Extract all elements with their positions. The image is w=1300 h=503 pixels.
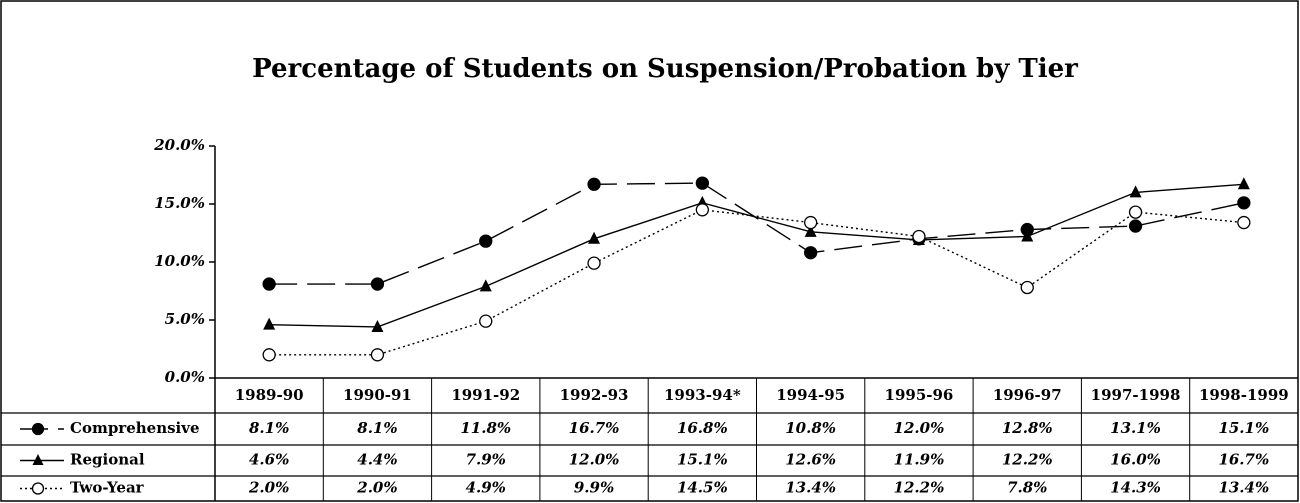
data-label: 4.6% xyxy=(249,451,289,469)
x-tick-label: 1998-1999 xyxy=(1199,386,1289,404)
data-label: 14.3% xyxy=(1110,479,1161,497)
data-label: 9.9% xyxy=(574,479,614,497)
data-label: 13.4% xyxy=(1218,479,1269,497)
y-tick-label: 10.0% xyxy=(154,252,205,270)
x-tick-label: 1991-92 xyxy=(451,386,520,404)
x-tick-label: 1996-97 xyxy=(993,386,1062,404)
marker xyxy=(479,314,493,328)
x-tick-label: 1989-90 xyxy=(235,386,304,404)
x-tick-label: 1994-95 xyxy=(776,386,845,404)
data-label: 16.8% xyxy=(677,419,728,437)
data-label: 10.8% xyxy=(785,419,836,437)
marker xyxy=(479,279,492,292)
marker xyxy=(1237,215,1251,230)
marker xyxy=(370,277,385,291)
marker xyxy=(588,231,601,244)
data-label: 14.5% xyxy=(677,479,728,497)
marker xyxy=(1021,229,1034,242)
marker xyxy=(1128,205,1143,219)
y-tick-label: 15.0% xyxy=(154,194,205,212)
data-label: 12.2% xyxy=(1002,451,1053,469)
data-label: 11.9% xyxy=(894,451,945,469)
data-label: 16.7% xyxy=(569,419,620,437)
data-label: 8.1% xyxy=(249,419,289,437)
legend-marker xyxy=(32,454,44,465)
data-label: 12.6% xyxy=(785,451,836,469)
marker xyxy=(1129,185,1142,198)
marker xyxy=(1237,196,1251,210)
x-tick-label: 1993-94* xyxy=(664,386,741,404)
data-label: 15.1% xyxy=(677,451,728,469)
x-tick-label: 1992-93 xyxy=(560,386,629,404)
data-label: 12.8% xyxy=(1002,419,1053,437)
legend-marker xyxy=(31,422,45,436)
data-label: 13.1% xyxy=(1110,419,1161,437)
marker xyxy=(695,203,709,217)
data-label: 4.4% xyxy=(357,451,397,469)
y-tick-label: 5.0% xyxy=(165,310,205,328)
marker xyxy=(1128,219,1143,233)
marker xyxy=(1237,177,1250,190)
marker xyxy=(263,317,276,330)
marker xyxy=(804,246,818,260)
data-label: 7.8% xyxy=(1007,479,1047,497)
x-tick-label: 1990-91 xyxy=(343,386,412,404)
marker xyxy=(370,348,385,362)
marker xyxy=(804,224,817,237)
data-label: 12.2% xyxy=(894,479,945,497)
legend-label: Two-Year xyxy=(70,479,145,497)
series-line xyxy=(269,182,1244,285)
marker xyxy=(695,176,709,190)
data-label: 15.1% xyxy=(1218,419,1269,437)
marker xyxy=(912,229,926,244)
data-label: 12.0% xyxy=(894,419,945,437)
data-label: 16.7% xyxy=(1218,451,1269,469)
series-line xyxy=(269,183,1244,328)
y-tick-label: 20.0% xyxy=(153,136,205,154)
legend-marker xyxy=(31,482,45,495)
legend-label: Regional xyxy=(70,451,145,469)
chart-title: Percentage of Students on Suspension/Pro… xyxy=(252,54,1078,84)
data-label: 4.9% xyxy=(466,479,506,497)
data-label: 2.0% xyxy=(248,479,289,497)
data-label: 8.1% xyxy=(357,419,397,437)
x-tick-label: 1995-96 xyxy=(885,386,954,404)
marker xyxy=(479,234,493,248)
marker xyxy=(587,177,601,191)
y-tick-label: 0.0% xyxy=(165,368,205,386)
marker xyxy=(262,348,276,362)
legend-label: Comprehensive xyxy=(70,419,200,437)
marker xyxy=(804,215,818,230)
data-label: 16.0% xyxy=(1110,451,1161,469)
data-label: 13.4% xyxy=(785,479,836,497)
data-label: 11.8% xyxy=(460,419,511,437)
marker xyxy=(262,277,276,291)
marker xyxy=(1020,280,1034,295)
marker xyxy=(587,256,601,270)
x-tick-label: 1997-1998 xyxy=(1091,386,1181,404)
data-label: 12.0% xyxy=(569,451,620,469)
series-line xyxy=(269,209,1244,356)
data-label: 7.9% xyxy=(466,451,506,469)
marker xyxy=(371,319,384,332)
data-label: 2.0% xyxy=(356,479,397,497)
